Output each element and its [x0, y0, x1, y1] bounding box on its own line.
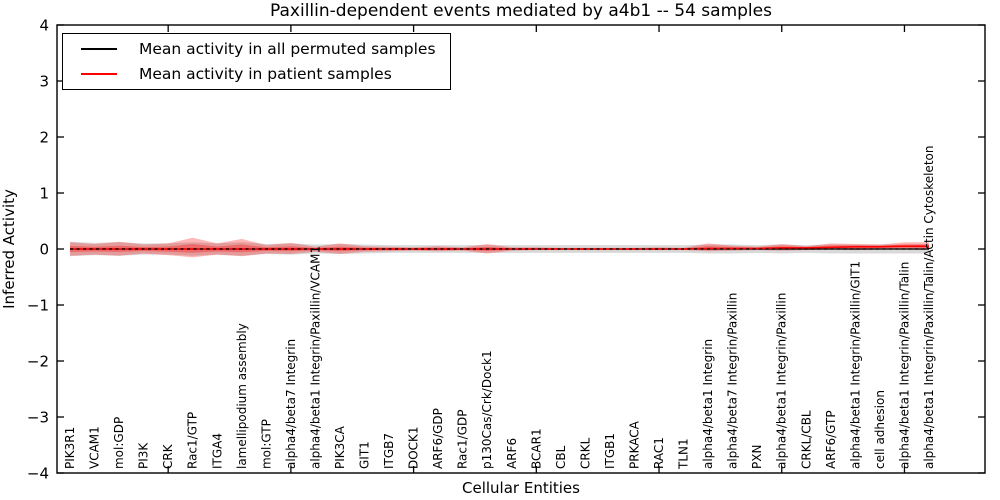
x-tick-label: PIK3R1 — [63, 427, 77, 469]
x-tick-label: ITGB1 — [603, 433, 617, 469]
y-tick-label: 3 — [39, 73, 49, 91]
y-tick-label: 0 — [39, 241, 49, 259]
legend-item-patient: Mean activity in patient samples — [73, 65, 436, 83]
x-tick-label: alpha4/beta1 Integrin/Paxillin/Talin/Act… — [922, 146, 936, 469]
x-tick-label: CRKL/CBL — [799, 410, 813, 469]
x-tick-label: CRK — [161, 443, 175, 469]
x-tick-label: alpha4/beta1 Integrin — [701, 339, 715, 469]
x-tick-label: PRKACA — [627, 420, 641, 469]
x-tick-label: ARF6/GDP — [431, 408, 445, 469]
x-tick-label: alpha4/beta1 Integrin/Paxillin/GIT1 — [848, 261, 862, 469]
x-tick-label: Rac1/GDP — [456, 410, 470, 469]
x-tick-label: RAC1 — [652, 437, 666, 469]
y-tick-label: 4 — [39, 17, 49, 35]
legend: Mean activity in all permuted samples Me… — [62, 33, 451, 90]
x-tick-label: CRKL — [578, 437, 592, 469]
x-axis-label: Cellular Entities — [462, 479, 580, 497]
x-tick-label: ARF6/GTP — [824, 410, 838, 469]
x-tick-label: alpha4/beta1 Integrin/Paxillin/Talin — [897, 262, 911, 469]
x-tick-label: mol:GTP — [259, 419, 273, 469]
x-tick-label: cell adhesion — [873, 390, 887, 469]
legend-label-patient: Mean activity in patient samples — [139, 65, 392, 83]
x-tick-label: mol:GDP — [112, 417, 126, 469]
y-tick-label: −2 — [27, 353, 49, 371]
x-tick-label: ITGB7 — [382, 433, 396, 469]
x-tick-label: alpha4/beta7 Integrin — [284, 339, 298, 469]
x-tick-label: CBL — [554, 445, 568, 469]
x-tick-label: DOCK1 — [407, 426, 421, 469]
x-tick-label: ITGA4 — [210, 433, 224, 469]
permuted-line-swatch-icon — [81, 48, 117, 50]
x-tick-label: BCAR1 — [529, 428, 543, 469]
y-tick-label: −4 — [27, 465, 49, 483]
y-tick-label: 1 — [39, 185, 49, 203]
x-tick-label: Rac1/GTP — [186, 412, 200, 469]
y-tick-label: 2 — [39, 129, 49, 147]
x-tick-label: PIK3CA — [333, 425, 347, 469]
x-tick-label: alpha4/beta7 Integrin/Paxillin — [726, 293, 740, 469]
x-tick-label: alpha4/beta1 Integrin/Paxillin — [775, 293, 789, 469]
y-tick-label: −3 — [27, 409, 49, 427]
x-tick-label: lamellipodium assembly — [235, 323, 249, 469]
x-tick-label: p130Cas/Crk/Dock1 — [480, 350, 494, 469]
legend-item-permuted: Mean activity in all permuted samples — [73, 40, 436, 58]
patient-band-outer — [70, 237, 929, 258]
x-tick-label: PXN — [750, 445, 764, 469]
chart-title: Paxillin-dependent events mediated by a4… — [270, 1, 772, 21]
x-tick-label: alpha4/beta1 Integrin/Paxillin/VCAM1 — [308, 246, 322, 469]
x-tick-label: VCAM1 — [88, 426, 102, 469]
legend-label-permuted: Mean activity in all permuted samples — [139, 40, 436, 58]
x-tick-label: GIT1 — [358, 441, 372, 469]
y-tick-label: −1 — [27, 297, 49, 315]
x-tick-label: PI3K — [137, 442, 151, 469]
patient-line-swatch-icon — [81, 73, 117, 75]
x-tick-label: TLN1 — [677, 438, 691, 470]
x-tick-label: ARF6 — [505, 438, 519, 469]
